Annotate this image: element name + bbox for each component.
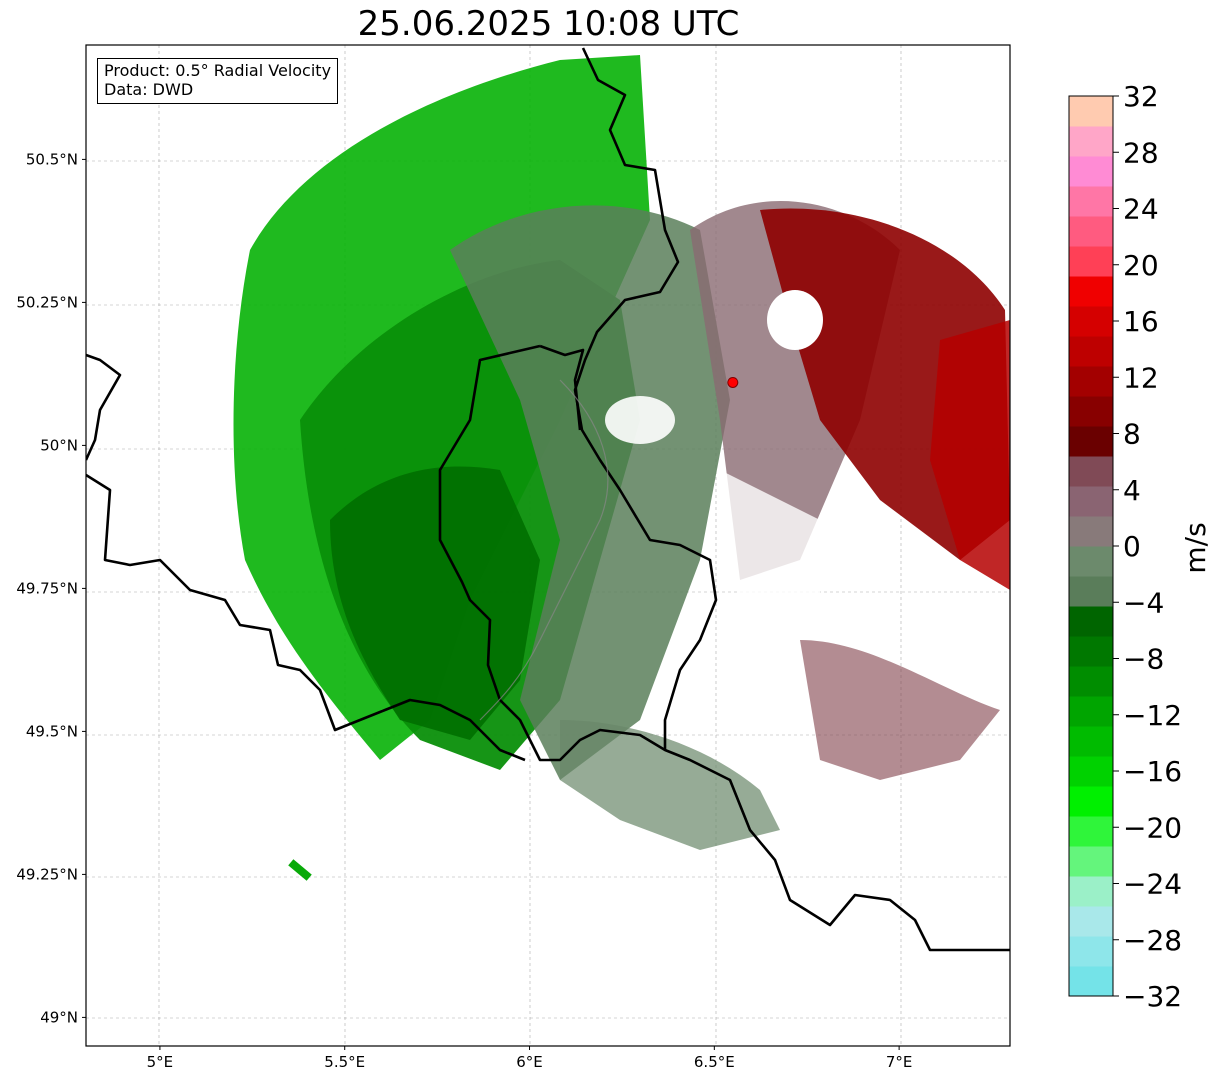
border-lu-north <box>539 344 585 431</box>
product-info-box: Product: 0.5° Radial Velocity Data: DWD <box>97 58 339 104</box>
colorbar-tick-label: −32 <box>1123 980 1182 1013</box>
colorbar-segment <box>1069 246 1113 277</box>
colorbar-tick-label: 4 <box>1123 474 1141 507</box>
echo-gap-east <box>720 470 820 600</box>
lon-tick-label: 7°E <box>886 1053 913 1071</box>
colorbar-tick-label: −12 <box>1123 699 1182 732</box>
colorbar-segment <box>1069 906 1113 937</box>
colorbar-tick-label: 24 <box>1123 193 1159 226</box>
colorbar-segment <box>1069 396 1113 427</box>
colorbar-tick-label: 28 <box>1123 136 1159 169</box>
border-lu <box>438 344 1010 952</box>
colorbar-segment <box>1069 846 1113 877</box>
colorbar-segment <box>1069 966 1113 997</box>
radar-site-marker <box>727 376 739 388</box>
lat-tick-label: 49.5°N <box>26 722 78 740</box>
colorbar-segment <box>1069 636 1113 667</box>
colorbar-segment <box>1069 546 1113 577</box>
colorbar-segment <box>1069 126 1113 157</box>
colorbar-segment <box>1069 516 1113 547</box>
colorbar-segment <box>1069 876 1113 907</box>
colorbar-segment <box>1069 336 1113 367</box>
colorbar-tick-label: 0 <box>1123 530 1141 563</box>
echo-gap-center <box>605 396 675 444</box>
rivers <box>479 379 609 721</box>
lat-tick-label: 50.25°N <box>16 293 78 311</box>
colorbar-tick-label: 16 <box>1123 305 1159 338</box>
echo-gray-green-south <box>560 720 780 850</box>
map-title: 25.06.2025 10:08 UTC <box>357 4 740 44</box>
colorbar-segment <box>1069 786 1113 817</box>
colorbar-segment <box>1069 456 1113 487</box>
colorbar-tick-label: −8 <box>1123 643 1164 676</box>
country-borders <box>86 47 1010 952</box>
lon-tick-label: 6°E <box>516 1053 543 1071</box>
colorbar-segment <box>1069 156 1113 187</box>
colorbar-segment <box>1069 666 1113 697</box>
echo-red-bright <box>930 320 1010 590</box>
lat-tick-label: 49.75°N <box>16 579 78 597</box>
lon-tick-labels: 5°E 5.5°E 6°E 6.5°E 7°E <box>147 1046 913 1071</box>
colorbar-tick-label: −16 <box>1123 755 1182 788</box>
echo-green-core <box>330 466 540 740</box>
colorbar-segment <box>1069 576 1113 607</box>
colorbar-segment <box>1069 276 1113 307</box>
lon-tick-label: 5°E <box>147 1053 174 1071</box>
product-label: Product: 0.5° Radial Velocity <box>104 61 332 80</box>
plot-frame <box>85 44 1011 1047</box>
echo-isolated <box>288 859 312 881</box>
border-be-de-north <box>573 47 718 750</box>
echo-gap-radar <box>767 290 823 350</box>
colorbar-segment <box>1069 756 1113 787</box>
lat-tick-label: 50°N <box>40 436 78 454</box>
border-fr-be <box>86 473 526 762</box>
colorbar-segment <box>1069 606 1113 637</box>
colorbar-tick-label: −24 <box>1123 868 1182 901</box>
lon-tick-label: 5.5°E <box>324 1053 365 1071</box>
colorbar-tick-label: −20 <box>1123 811 1182 844</box>
colorbar-tick-label: 32 <box>1123 80 1159 113</box>
colorbar-segment <box>1069 216 1113 247</box>
border-nl <box>86 353 122 461</box>
colorbar-tick-label: 8 <box>1123 418 1141 451</box>
colorbar-segment <box>1069 936 1113 967</box>
colorbar-segment <box>1069 816 1113 847</box>
colorbar-segment <box>1069 726 1113 757</box>
echo-red-south <box>800 640 1000 780</box>
colorbar-tick-label: −28 <box>1123 924 1182 957</box>
colorbar-tick-label: 20 <box>1123 249 1159 282</box>
lat-tick-labels: 49°N 49.25°N 49.5°N 49.75°N 50°N 50.25°N 50.5°… <box>16 150 86 1026</box>
colorbar-tick-label: −4 <box>1123 586 1164 619</box>
lat-tick-label: 49.25°N <box>16 865 78 883</box>
colorbar <box>1068 95 1114 997</box>
colorbar-unit-label: m/s <box>1179 522 1212 573</box>
lat-tick-label: 49°N <box>40 1008 78 1026</box>
colorbar-segment <box>1069 306 1113 337</box>
echo-gray-green <box>450 205 730 780</box>
colorbar-segment <box>1069 486 1113 517</box>
colorbar-segment <box>1069 96 1113 127</box>
lon-tick-label: 6.5°E <box>694 1053 735 1071</box>
colorbar-segment <box>1069 366 1113 397</box>
lat-tick-label: 50.5°N <box>26 150 78 168</box>
velocity-field <box>233 55 1010 881</box>
colorbar-segment <box>1069 426 1113 457</box>
colorbar-segment <box>1069 186 1113 217</box>
colorbar-tick-labels: 32 28 24 20 16 12 8 4 0 −4 −8 −12 −16 −20 −24 −28 −32 <box>1113 80 1182 1013</box>
colorbar-segment <box>1069 696 1113 727</box>
data-source-label: Data: DWD <box>104 80 194 99</box>
colorbar-tick-label: 12 <box>1123 361 1159 394</box>
